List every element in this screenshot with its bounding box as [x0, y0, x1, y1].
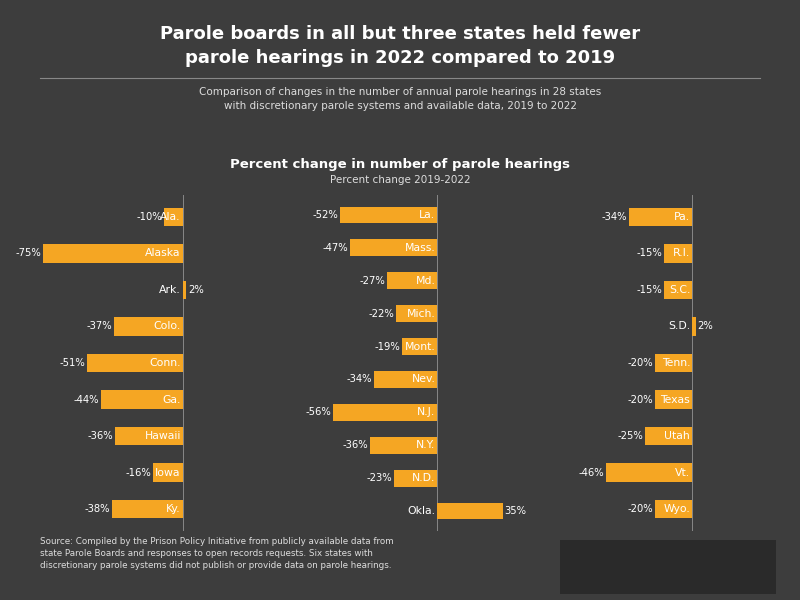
- Text: Utah: Utah: [664, 431, 690, 441]
- Bar: [629, 208, 692, 226]
- Text: -52%: -52%: [313, 210, 338, 220]
- Bar: [374, 371, 438, 388]
- Text: POLICY INITIATIVE: POLICY INITIATIVE: [622, 578, 714, 587]
- Text: -34%: -34%: [601, 212, 626, 222]
- Text: Tenn.: Tenn.: [662, 358, 690, 368]
- Text: -75%: -75%: [15, 248, 41, 259]
- Text: -36%: -36%: [342, 440, 368, 451]
- Bar: [101, 391, 182, 409]
- Text: 2%: 2%: [188, 285, 204, 295]
- Text: -19%: -19%: [374, 341, 400, 352]
- Text: Vt.: Vt.: [675, 467, 690, 478]
- Bar: [164, 208, 182, 226]
- Bar: [42, 244, 182, 263]
- Bar: [182, 281, 186, 299]
- Text: -51%: -51%: [60, 358, 86, 368]
- Text: N.Y.: N.Y.: [416, 440, 435, 451]
- Bar: [387, 272, 438, 289]
- Text: Conn.: Conn.: [150, 358, 181, 368]
- Bar: [333, 404, 438, 421]
- Text: Comparison of changes in the number of annual parole hearings in 28 states
with : Comparison of changes in the number of a…: [199, 87, 601, 111]
- Text: Okla.: Okla.: [407, 506, 435, 516]
- Text: Percent change 2019-2022: Percent change 2019-2022: [330, 175, 470, 185]
- Text: Nev.: Nev.: [411, 374, 435, 385]
- Text: 2%: 2%: [698, 322, 714, 331]
- Text: -56%: -56%: [305, 407, 331, 418]
- Bar: [394, 470, 438, 487]
- Text: -20%: -20%: [627, 358, 653, 368]
- Text: -10%: -10%: [137, 212, 162, 222]
- Text: -38%: -38%: [84, 504, 110, 514]
- Text: Ala.: Ala.: [160, 212, 181, 222]
- Text: -22%: -22%: [369, 308, 394, 319]
- Text: -20%: -20%: [627, 395, 653, 404]
- Text: -16%: -16%: [125, 467, 151, 478]
- Bar: [153, 463, 182, 482]
- Bar: [692, 317, 696, 335]
- Text: -34%: -34%: [346, 374, 372, 385]
- Text: Mass.: Mass.: [405, 243, 435, 253]
- Text: N.D.: N.D.: [412, 473, 435, 483]
- Bar: [654, 500, 692, 518]
- Bar: [370, 437, 438, 454]
- Bar: [396, 305, 438, 322]
- Text: S.D.: S.D.: [668, 322, 690, 331]
- Text: S.C.: S.C.: [669, 285, 690, 295]
- Text: Mich.: Mich.: [406, 308, 435, 319]
- Text: Hawaii: Hawaii: [145, 431, 181, 441]
- Text: Texas: Texas: [660, 395, 690, 404]
- Bar: [112, 500, 182, 518]
- Bar: [646, 427, 692, 445]
- Bar: [114, 317, 182, 335]
- Text: Source: Compiled by the Prison Policy Initiative from publicly available data fr: Source: Compiled by the Prison Policy In…: [40, 537, 394, 570]
- Text: -27%: -27%: [359, 275, 385, 286]
- Bar: [340, 206, 438, 223]
- Bar: [606, 463, 692, 482]
- Text: Percent change in number of parole hearings: Percent change in number of parole heari…: [230, 158, 570, 171]
- Text: Wyo.: Wyo.: [663, 504, 690, 514]
- Bar: [350, 239, 438, 256]
- Bar: [664, 244, 692, 263]
- Bar: [654, 354, 692, 372]
- Text: Mont.: Mont.: [405, 341, 435, 352]
- Bar: [654, 391, 692, 409]
- Text: Md.: Md.: [415, 275, 435, 286]
- Text: Ark.: Ark.: [159, 285, 181, 295]
- Text: parole hearings in 2022 compared to 2019: parole hearings in 2022 compared to 2019: [185, 49, 615, 67]
- Text: N.J.: N.J.: [418, 407, 435, 418]
- Text: La.: La.: [419, 210, 435, 220]
- Text: Parole boards in all but three states held fewer: Parole boards in all but three states he…: [160, 25, 640, 43]
- Text: -37%: -37%: [86, 322, 112, 331]
- Bar: [664, 281, 692, 299]
- Text: -47%: -47%: [322, 243, 348, 253]
- Text: -23%: -23%: [367, 473, 393, 483]
- Text: Ky.: Ky.: [166, 504, 181, 514]
- Text: Iowa: Iowa: [155, 467, 181, 478]
- Bar: [438, 503, 502, 520]
- Text: -46%: -46%: [578, 467, 604, 478]
- Text: -36%: -36%: [88, 431, 114, 441]
- Text: -15%: -15%: [636, 248, 662, 259]
- Text: Colo.: Colo.: [154, 322, 181, 331]
- Text: -20%: -20%: [627, 504, 653, 514]
- Bar: [87, 354, 182, 372]
- Text: Alaska: Alaska: [146, 248, 181, 259]
- Text: -44%: -44%: [73, 395, 98, 404]
- Text: Pa.: Pa.: [674, 212, 690, 222]
- Text: 35%: 35%: [505, 506, 526, 516]
- Text: -25%: -25%: [618, 431, 643, 441]
- Text: -15%: -15%: [636, 285, 662, 295]
- Bar: [402, 338, 438, 355]
- Bar: [115, 427, 182, 445]
- Text: Ga.: Ga.: [162, 395, 181, 404]
- Text: R.I.: R.I.: [673, 248, 690, 259]
- Text: PRISON: PRISON: [630, 541, 706, 559]
